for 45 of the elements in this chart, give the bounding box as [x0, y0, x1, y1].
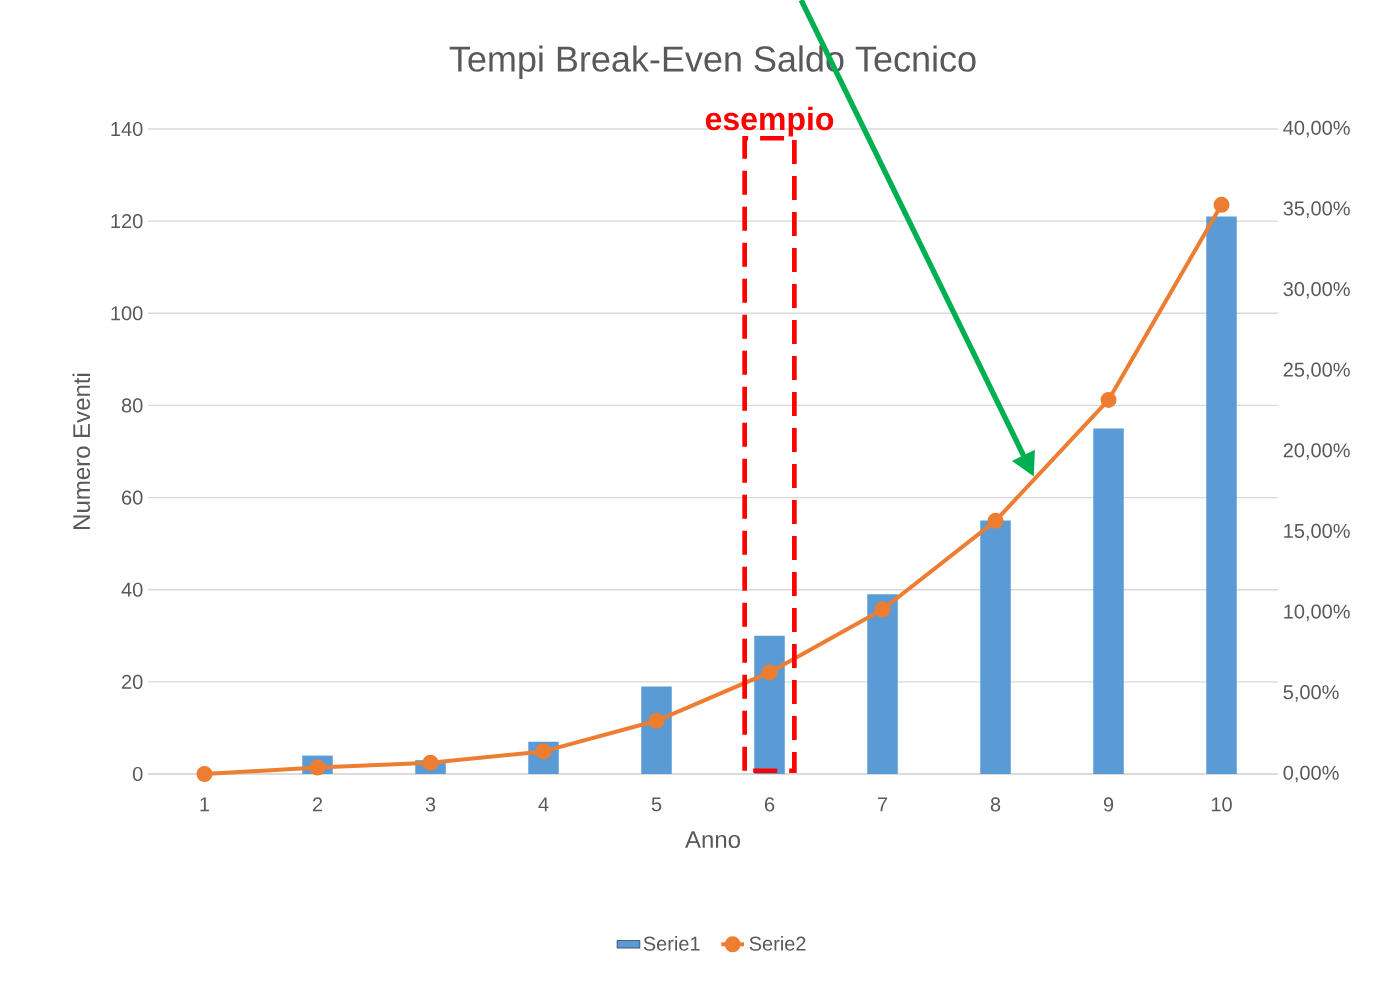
point [196, 766, 213, 782]
y2-tick-label: 0,00% [1283, 765, 1339, 783]
y-axis-title: Numero Eventi [72, 373, 91, 529]
y2-tick-label: 5,00% [1283, 685, 1339, 702]
y2-tick-label: 30,00% [1283, 281, 1350, 299]
point [874, 601, 891, 618]
bar [641, 686, 672, 774]
x-axis-title: Anno [685, 831, 741, 849]
y2-tick-label: 15,00% [1284, 523, 1350, 541]
x-tick-label: 9 [1103, 797, 1114, 812]
point [422, 754, 439, 771]
y2-tick-label: 40,00% [1283, 120, 1350, 138]
y-tick-label: 40 [121, 582, 143, 597]
x-tick-label: 8 [990, 797, 1001, 812]
x-tick-label: 7 [877, 797, 888, 812]
y-tick-label: 20 [122, 674, 143, 689]
y2-tick-label: 10,00% [1284, 604, 1350, 621]
x-tick-label: 5 [651, 797, 662, 812]
y-tick-label: 80 [121, 398, 143, 413]
x-tick-label: 3 [425, 797, 436, 812]
y-tick-label: 120 [111, 214, 143, 229]
x-tick-label: 2 [312, 797, 323, 812]
point [648, 712, 665, 729]
x-tick-label: 6 [764, 797, 775, 812]
bar [867, 594, 898, 774]
y2-tick-label: 25,00% [1283, 362, 1350, 380]
x-tick-label: 4 [538, 797, 549, 812]
point [761, 664, 778, 681]
y-tick-label: 0 [132, 766, 143, 782]
point [987, 512, 1004, 529]
point [1213, 196, 1230, 213]
y2-tick-label: 35,00% [1283, 201, 1350, 218]
y-tick-label: 100 [111, 306, 143, 321]
x-tick-label: 10 [1211, 797, 1232, 812]
y2-tick-label: 20,00% [1283, 443, 1350, 460]
y-tick-label: 140 [111, 121, 143, 137]
bar [1206, 216, 1237, 774]
bar [980, 520, 1011, 774]
y-tick-label: 60 [122, 490, 143, 505]
x-tick-label: 1 [200, 797, 210, 812]
legend-label: Serie1 [643, 936, 700, 951]
annotation: esempio [705, 106, 834, 137]
legend-label: Serie2 [749, 936, 806, 951]
bar [1093, 428, 1124, 774]
point [1100, 391, 1117, 408]
